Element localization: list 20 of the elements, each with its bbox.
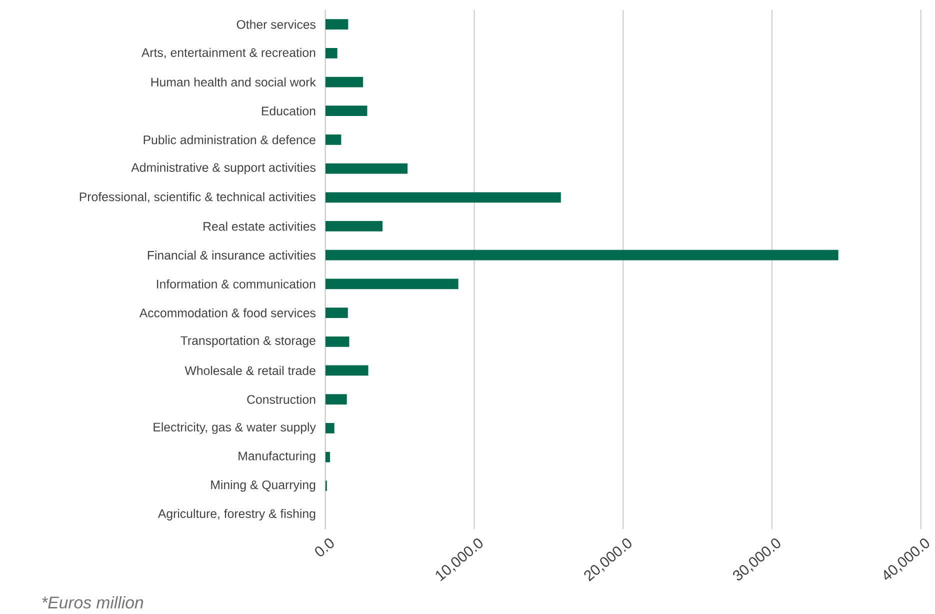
y-tick-label: Professional, scientific & technical activities — [80, 192, 316, 203]
y-tick-label: Electricity, gas & water supply — [154, 422, 316, 434]
y-tick-label: Financial & insurance activities — [148, 250, 316, 260]
y-tick-label: Agriculture, forestry & fishing — [158, 508, 316, 520]
y-tick-label: Other services — [236, 20, 316, 29]
y-tick-label: Wholesale & retail trade — [184, 366, 316, 375]
y-tick-label: Public administration & defence — [144, 135, 316, 144]
y-tick-label: Mining & Quarrying — [211, 480, 316, 492]
y-tick-label: Arts, entertainment & recreation — [141, 48, 316, 58]
y-tick-label: Education — [262, 106, 316, 116]
text: *Euros million — [42, 596, 144, 608]
y-tick-label: Information & communication — [157, 279, 316, 288]
y-tick-label: Human health and social work — [151, 77, 316, 86]
y-tick-label: Transportation & storage — [180, 336, 316, 348]
y-tick-label: Accommodation & food services — [139, 308, 316, 318]
y-tick-label: Construction — [247, 394, 316, 404]
y-tick-label: Manufacturing — [238, 451, 316, 463]
y-tick-label: Real estate activities — [204, 222, 316, 231]
x-tick-label: 0.0 — [315, 538, 334, 556]
y-tick-label: Administrative & support activities — [131, 162, 316, 174]
